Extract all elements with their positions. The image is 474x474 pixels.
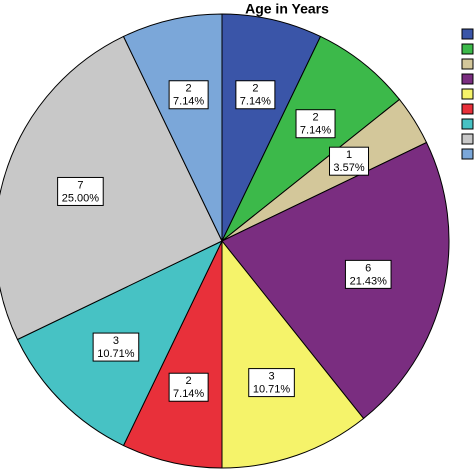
- label-box: [248, 368, 295, 398]
- pie-slice: [221, 13, 322, 242]
- legend-swatch: [461, 103, 474, 115]
- percent-label: 25.00%: [62, 192, 100, 204]
- percent-label: 7.14%: [300, 125, 331, 137]
- label-box: [344, 259, 392, 289]
- legend-swatch: [461, 28, 474, 40]
- label-box: [168, 372, 209, 402]
- percent-label: 10.71%: [253, 383, 291, 395]
- label-box: [168, 80, 209, 110]
- pie-slice: [221, 35, 401, 242]
- legend-swatch: [461, 43, 474, 55]
- pie-slice: [122, 13, 223, 242]
- data-label: 7: [77, 179, 83, 191]
- legend-swatch: [461, 133, 474, 145]
- percent-label: 7.14%: [240, 96, 271, 108]
- legend-swatch: [461, 58, 474, 70]
- percent-label: 10.71%: [97, 348, 135, 360]
- pie-slice: [122, 240, 223, 469]
- data-label: 2: [312, 112, 318, 124]
- legend-swatch: [461, 73, 474, 85]
- data-label: 1: [346, 149, 352, 161]
- pie-slice: [0, 35, 223, 341]
- label-box: [295, 109, 336, 139]
- data-label: 3: [268, 370, 274, 382]
- legend-swatch: [461, 118, 474, 130]
- legend-swatch: [461, 148, 474, 160]
- data-label: 2: [186, 375, 192, 387]
- data-label: 2: [252, 83, 258, 95]
- data-label: 2: [186, 83, 192, 95]
- chart-title: Age in Years: [245, 1, 329, 17]
- label-box: [57, 176, 104, 206]
- pie-slice: [221, 239, 365, 469]
- label-box: [235, 80, 276, 110]
- data-label: 3: [113, 335, 119, 347]
- percent-label: 3.57%: [333, 162, 364, 174]
- percent-label: 21.43%: [350, 275, 388, 287]
- pie-slice: [221, 141, 450, 420]
- data-label: 6: [365, 262, 371, 274]
- percent-label: 7.14%: [173, 96, 204, 108]
- label-box: [329, 146, 370, 176]
- legend-swatch: [461, 88, 474, 100]
- percent-label: 7.14%: [173, 388, 204, 400]
- label-box: [92, 332, 140, 362]
